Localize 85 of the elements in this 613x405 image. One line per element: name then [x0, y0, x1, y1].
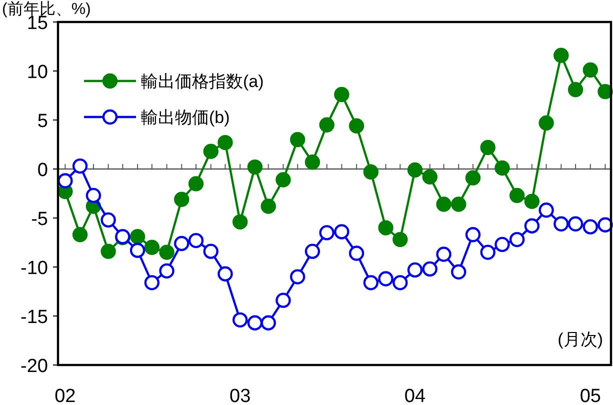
point	[465, 227, 481, 242]
point	[480, 244, 496, 260]
point	[86, 188, 102, 204]
point	[422, 261, 438, 277]
point	[130, 242, 146, 258]
point	[174, 192, 190, 207]
point	[174, 236, 190, 252]
point	[334, 224, 350, 240]
point	[232, 214, 248, 230]
point	[392, 275, 408, 290]
point	[159, 263, 174, 279]
point	[451, 264, 466, 280]
point	[494, 236, 510, 252]
point	[290, 132, 306, 148]
legend-label: 輸出価格指数(a)	[141, 72, 264, 91]
point	[100, 244, 116, 259]
point	[232, 312, 248, 328]
point	[554, 48, 569, 63]
point	[509, 232, 525, 248]
point	[378, 220, 394, 236]
point	[304, 244, 320, 259]
point	[582, 62, 598, 78]
point	[319, 225, 334, 240]
point	[524, 218, 540, 234]
point	[392, 232, 408, 248]
y-tick-label: -10	[20, 258, 48, 279]
point	[407, 262, 423, 278]
point	[363, 164, 379, 180]
point	[247, 159, 263, 175]
point	[290, 269, 306, 284]
point	[218, 134, 233, 150]
point	[451, 196, 466, 212]
point	[378, 271, 394, 286]
point	[276, 292, 291, 308]
point	[260, 198, 276, 214]
point	[348, 118, 364, 134]
x-tick-label: 03	[230, 386, 251, 405]
point	[480, 140, 496, 156]
point	[203, 244, 218, 259]
point	[436, 196, 452, 212]
point	[58, 173, 73, 188]
point	[188, 232, 204, 248]
x-tick-label: 02	[54, 386, 76, 405]
x-tick-label: 05	[580, 386, 601, 405]
point	[494, 160, 510, 176]
point	[130, 229, 146, 244]
point	[598, 84, 613, 100]
point	[72, 158, 88, 174]
point	[538, 202, 554, 218]
y-tick-label: 10	[26, 62, 48, 83]
point	[465, 170, 481, 186]
point	[348, 246, 364, 261]
point	[554, 216, 569, 232]
annotation: (月次)	[558, 330, 603, 349]
point	[509, 188, 525, 204]
legend-label: 輸出物価(b)	[141, 108, 230, 127]
point	[422, 169, 438, 184]
y-tick-label: 5	[37, 111, 48, 132]
point	[568, 216, 584, 232]
point	[407, 162, 423, 178]
point	[568, 82, 584, 98]
point	[304, 154, 320, 170]
point	[218, 266, 233, 282]
x-tick-label: 04	[404, 386, 426, 405]
point	[276, 172, 291, 188]
point	[538, 115, 554, 131]
point	[334, 86, 350, 102]
point	[524, 194, 540, 209]
point	[144, 240, 160, 255]
point	[260, 315, 276, 330]
point	[363, 275, 379, 290]
y-tick-label: 0	[37, 160, 48, 181]
point	[100, 212, 116, 228]
point	[247, 315, 263, 330]
point	[144, 275, 160, 290]
point	[72, 227, 88, 242]
point	[582, 219, 598, 234]
y-tick-label: -5	[31, 209, 48, 230]
point	[203, 144, 218, 159]
point	[188, 176, 204, 192]
point	[159, 244, 174, 260]
point	[436, 246, 452, 262]
y-tick-label: -20	[20, 356, 48, 377]
point	[319, 117, 334, 132]
y-tick-label: -15	[20, 307, 48, 328]
